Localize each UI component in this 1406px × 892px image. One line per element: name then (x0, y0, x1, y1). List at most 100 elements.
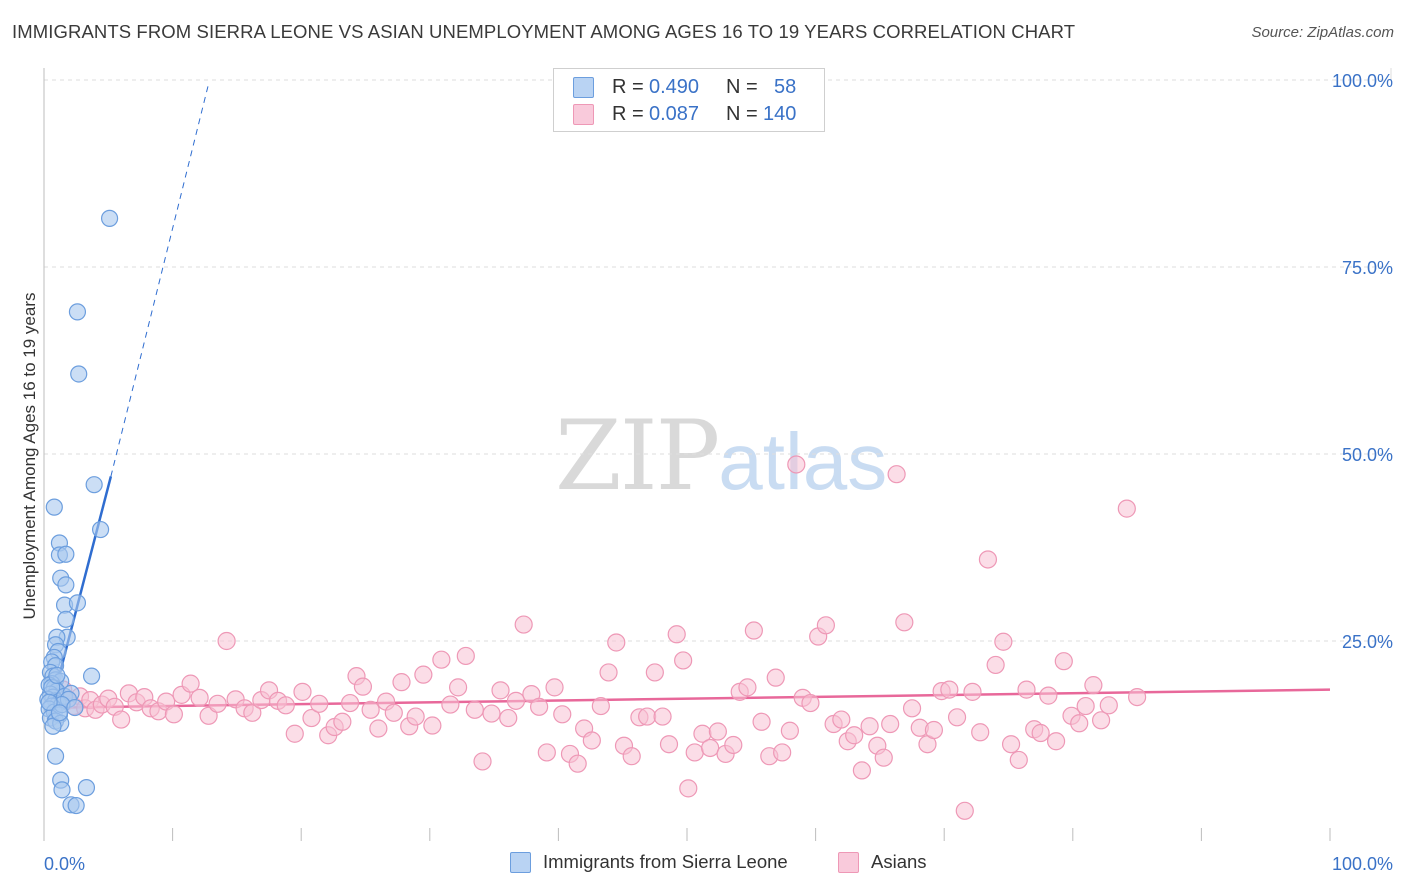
point-asians (423, 716, 442, 735)
point-asians (986, 655, 1005, 675)
point-asians (744, 621, 763, 640)
point-asians (276, 696, 295, 715)
legend-n-value: 58 (774, 75, 797, 98)
point-asians (607, 633, 626, 652)
point-sierra-leone (67, 796, 85, 815)
point-asians (1084, 676, 1103, 695)
point-asians (190, 688, 209, 707)
legend-r-label: R = (612, 102, 644, 125)
point-asians (978, 550, 998, 569)
point-sierra-leone (100, 209, 119, 227)
point-asians (1046, 732, 1066, 751)
point-asians (545, 678, 564, 697)
point-sierra-leone (45, 498, 63, 516)
point-asians (832, 710, 851, 729)
point-sierra-leone (46, 747, 65, 765)
trend-lines (46, 83, 1331, 720)
point-sierra-leone (68, 303, 87, 321)
legend-n-label: N = (726, 75, 758, 98)
point-asians (599, 663, 618, 682)
point-asians (816, 616, 835, 635)
point-asians (384, 703, 403, 722)
point-asians (1017, 680, 1036, 699)
point-asians (1117, 499, 1136, 518)
point-asians (553, 705, 572, 724)
point-sierra-leone (82, 667, 101, 685)
point-asians (456, 646, 475, 666)
swatch-blue (510, 851, 531, 873)
zipatlas-watermark: ZIPatlas (555, 400, 887, 512)
point-asians (1099, 696, 1118, 715)
point-asians (963, 682, 982, 701)
point-asians (1054, 652, 1073, 671)
point-asians (392, 673, 411, 692)
point-asians (302, 708, 321, 728)
point-asians (473, 752, 492, 771)
point-asians (852, 761, 871, 780)
point-asians (217, 631, 236, 651)
point-asians (801, 693, 820, 713)
asians-points (54, 455, 1147, 820)
point-asians (1127, 687, 1147, 707)
point-asians (773, 743, 792, 762)
point-asians (499, 708, 518, 728)
point-asians (902, 699, 922, 718)
point-asians (441, 695, 460, 714)
point-asians (448, 678, 468, 697)
point-asians (874, 748, 893, 767)
point-asians (1031, 723, 1050, 743)
point-asians (679, 779, 698, 798)
point-asians (1039, 686, 1058, 705)
point-asians (181, 674, 200, 693)
y-axis-label: Unemployment Among Ages 16 to 19 years (20, 292, 39, 620)
point-asians (638, 707, 657, 726)
tick-labels: 25.0% 50.0% 75.0% 100.0% 0.0% 100.0% (44, 71, 1393, 874)
point-sierra-leone (40, 693, 58, 711)
point-sierra-leone (70, 365, 88, 383)
point-asians (860, 717, 879, 736)
point-asians (622, 747, 641, 766)
point-asians (724, 735, 743, 755)
point-asians (514, 615, 533, 634)
point-asians (659, 735, 679, 754)
point-asians (506, 691, 526, 710)
point-asians (881, 714, 900, 734)
point-asians (667, 625, 686, 644)
gridlines (44, 79, 1392, 642)
legend-label-sierra-leone: Immigrants from Sierra Leone (543, 851, 788, 872)
y-tick-label: 25.0% (1342, 632, 1393, 652)
point-sierra-leone (91, 520, 110, 539)
legend-r-value: 0.087 (649, 102, 700, 125)
point-sierra-leone (85, 476, 103, 494)
point-asians (1076, 696, 1095, 716)
point-asians (537, 743, 556, 762)
swatch-pink (838, 851, 859, 873)
legend-swatch-pink (573, 104, 594, 125)
point-asians (780, 721, 799, 740)
point-asians (361, 700, 380, 719)
point-asians (353, 677, 373, 696)
point-sierra-leone (57, 610, 75, 628)
point-sierra-leone (68, 594, 87, 612)
correlation-legend: R = 0.490 N = 58 R = 0.087 N = 140 (553, 68, 825, 132)
point-asians (568, 754, 587, 773)
point-asians (491, 681, 510, 700)
point-asians (414, 665, 433, 684)
chart-title: IMMIGRANTS FROM SIERRA LEONE VS ASIAN UN… (12, 21, 1076, 42)
point-sierra-leone (66, 698, 84, 717)
point-asians (845, 726, 864, 745)
legend-item-sierra-leone[interactable]: Immigrants from Sierra Leone (510, 851, 788, 873)
point-asians (924, 720, 944, 740)
point-asians (582, 731, 601, 750)
legend-swatch-blue (573, 77, 594, 98)
point-asians (465, 700, 484, 719)
legend-item-asians[interactable]: Asians (838, 851, 927, 873)
point-asians (208, 694, 227, 713)
y-tick-label: 100.0% (1332, 71, 1393, 91)
point-asians (1009, 750, 1028, 770)
point-asians (369, 719, 388, 738)
point-asians (310, 694, 329, 713)
point-asians (1001, 735, 1021, 754)
y-tick-label: 75.0% (1342, 258, 1393, 278)
